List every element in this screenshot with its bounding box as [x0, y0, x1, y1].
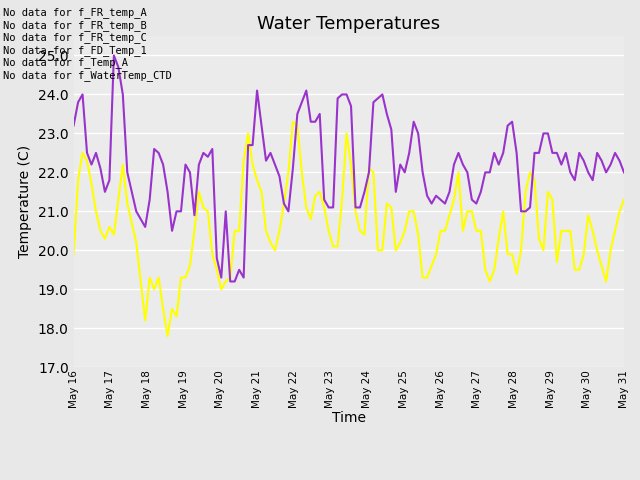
Line: WaterT: WaterT	[74, 122, 624, 336]
CondTemp	[620, 169, 628, 175]
X-axis label: Time: Time	[332, 410, 366, 425]
CondTemp	[110, 53, 118, 59]
CondTemp	[321, 197, 328, 203]
WaterT	[236, 228, 243, 234]
WaterT	[74, 177, 82, 183]
CondTemp	[227, 278, 234, 284]
WaterT	[106, 224, 113, 230]
Y-axis label: Temperature (C): Temperature (C)	[19, 145, 32, 258]
Line: CondTemp: CondTemp	[74, 56, 624, 281]
CondTemp	[177, 208, 185, 214]
WaterT	[396, 240, 404, 245]
WaterT	[177, 275, 185, 280]
WaterT	[70, 252, 77, 257]
CondTemp	[74, 99, 82, 105]
WaterT	[164, 333, 172, 339]
Title: Water Temperatures: Water Temperatures	[257, 15, 440, 33]
CondTemp	[106, 177, 113, 183]
Text: No data for f_FR_temp_A
No data for f_FR_temp_B
No data for f_FR_temp_C
No data : No data for f_FR_temp_A No data for f_FR…	[3, 7, 172, 81]
CondTemp	[70, 123, 77, 129]
CondTemp	[240, 275, 248, 280]
WaterT	[289, 119, 297, 125]
WaterT	[321, 204, 328, 210]
WaterT	[620, 197, 628, 203]
CondTemp	[396, 162, 404, 168]
